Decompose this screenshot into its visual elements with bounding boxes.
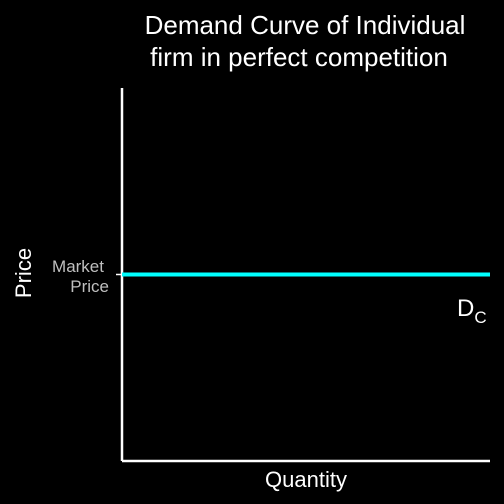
x-axis-label: Quantity xyxy=(265,467,347,492)
series-label-subscript: C xyxy=(474,308,486,327)
chart-title-line-1: Demand Curve of Individual xyxy=(145,10,466,40)
y-axis-label: Price xyxy=(11,248,36,298)
y-tick-label-line-2: Price xyxy=(70,277,109,296)
y-tick-label-line-1: Market xyxy=(52,257,104,276)
series-label: DC xyxy=(457,295,487,327)
chart-title-line-2: firm in perfect competition xyxy=(150,42,448,72)
series-label-main: D xyxy=(457,295,474,322)
